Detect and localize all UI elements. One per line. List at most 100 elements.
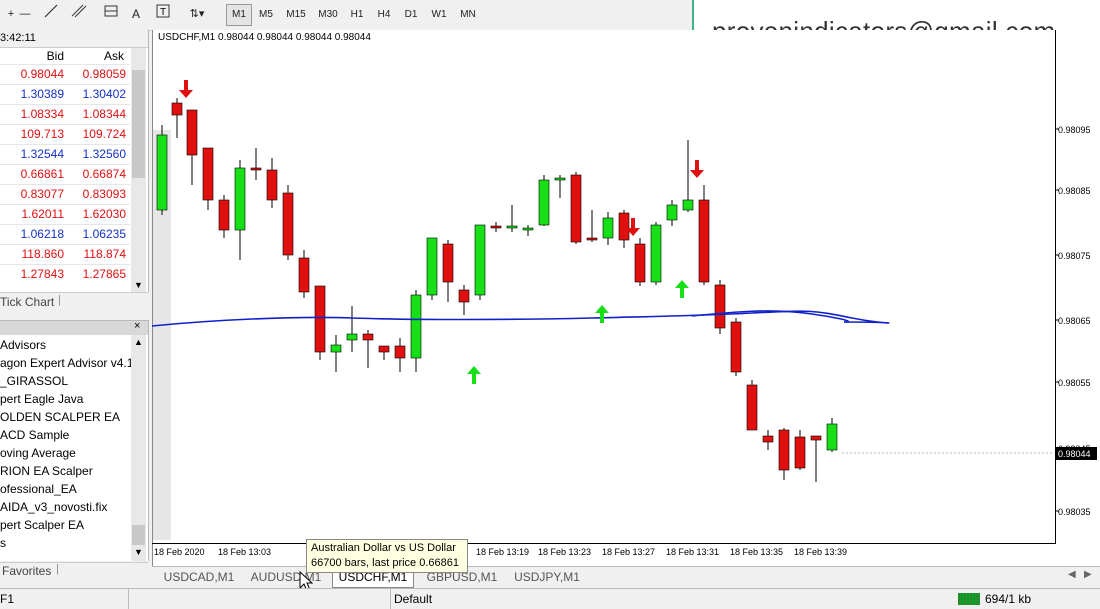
crosshair-icon[interactable]: + <box>7 8 15 20</box>
status-help: F1 <box>0 592 15 606</box>
navigator-item[interactable]: pert Eagle Java <box>0 392 84 406</box>
svg-text:T: T <box>160 7 166 18</box>
channel-icon[interactable] <box>70 4 88 24</box>
table-row[interactable]: 1.32544 1.32560 <box>0 144 130 163</box>
buy-arrow-icon <box>595 305 609 323</box>
scroll-up-icon[interactable]: ▲ <box>134 337 143 347</box>
navigator-item[interactable]: oving Average <box>0 446 76 460</box>
table-row[interactable]: 0.66861 0.66874 <box>0 164 130 183</box>
candle-body <box>634 243 646 283</box>
arrows-menu-icon[interactable]: ⇅▾ <box>189 8 205 20</box>
tab-divider: | <box>56 563 59 575</box>
time-label: 18 Feb 13:27 <box>602 547 655 557</box>
candle-body <box>186 109 198 156</box>
timeframe-d1[interactable]: D1 <box>404 9 418 20</box>
scrollbar-thumb[interactable] <box>132 525 145 545</box>
candle-body <box>826 423 838 451</box>
bid-value: 1.32544 <box>20 147 64 161</box>
table-row[interactable]: 1.06218 1.06235 <box>0 224 130 243</box>
timeframe-m30[interactable]: M30 <box>318 9 338 20</box>
text-label-icon[interactable]: T <box>156 4 170 24</box>
market-watch-panel: 3:42:11 Bid Ask 0.98044 0.98059 1.30389 1.3… <box>0 30 149 292</box>
market-watch-scrollbar[interactable]: ▼ <box>131 48 146 292</box>
history-shade <box>153 130 171 540</box>
profile-name[interactable]: Default <box>394 592 433 606</box>
candle-body <box>234 167 246 231</box>
status-divider <box>390 589 391 609</box>
navigator-item[interactable]: RION EA Scalper <box>0 464 93 478</box>
navigator-panel: × Advisors agon Expert Advisor v4.1 _GIRAS… <box>0 320 149 561</box>
navigator-scrollbar[interactable]: ▲ ▼ <box>131 335 146 561</box>
traffic-value: 694/1 kb <box>985 592 1032 606</box>
ask-value: 1.27865 <box>82 267 126 281</box>
moving-average-line <box>691 310 849 323</box>
fibonacci-icon[interactable] <box>102 4 120 24</box>
time-label: 18 Feb 13:23 <box>538 547 591 557</box>
candle-body <box>730 321 742 373</box>
candle-body <box>666 204 678 221</box>
table-row[interactable]: 0.83077 0.83093 <box>0 184 130 203</box>
chart-canvas[interactable]: 0.98095 0.98085 0.98075 0.98065 0.98055 0.980… <box>152 30 1100 566</box>
tab-tooltip: Australian Dollar vs US Dollar 66700 bar… <box>306 539 468 573</box>
table-row[interactable]: 118.860 118.874 <box>0 244 130 263</box>
timeframe-h1[interactable]: H1 <box>350 9 364 20</box>
ask-header[interactable]: Ask <box>103 49 124 63</box>
ask-value: 118.874 <box>83 247 127 261</box>
navigator-item[interactable]: AIDA_v3_novosti.fix <box>0 500 108 514</box>
timeframe-w1[interactable]: W1 <box>431 9 447 20</box>
timeframe-m15[interactable]: M15 <box>286 9 306 20</box>
candle-body <box>362 333 374 341</box>
scroll-down-icon[interactable]: ▼ <box>134 547 143 557</box>
timeframe-m5[interactable]: M5 <box>259 9 273 20</box>
table-row[interactable]: 1.27843 1.27865 <box>0 264 130 283</box>
candle-body <box>298 257 310 293</box>
close-icon[interactable]: × <box>134 320 141 332</box>
chart-tab[interactable]: USDCAD,M1 <box>163 570 235 584</box>
candle-body <box>330 344 342 353</box>
candle-body <box>426 237 438 296</box>
tab-favorites[interactable]: Favorites <box>2 564 52 578</box>
time-label: 18 Feb 13:03 <box>218 547 271 557</box>
candle-body <box>554 177 566 181</box>
table-row[interactable]: 1.30389 1.30402 <box>0 84 130 103</box>
table-row[interactable]: 1.62011 1.62030 <box>0 204 130 223</box>
navigator-item[interactable]: ofessional_EA <box>0 482 77 496</box>
navigator-item[interactable]: Advisors <box>0 338 47 352</box>
navigator-item[interactable]: agon Expert Advisor v4.1 <box>0 356 134 370</box>
candle-body <box>156 134 168 211</box>
navigator-item[interactable]: ACD Sample <box>0 428 70 442</box>
price-label: 0.98055 <box>1058 378 1091 388</box>
bid-value: 0.83077 <box>20 187 64 201</box>
horizontal-line-icon[interactable]: — <box>19 8 31 20</box>
traffic-icon <box>958 593 980 605</box>
navigator-item[interactable]: pert Scalper EA <box>0 518 85 532</box>
bid-value: 109.713 <box>20 127 64 141</box>
chart-tab[interactable]: USDJPY,M1 <box>514 570 580 584</box>
timeframe-h4[interactable]: H4 <box>377 9 391 20</box>
ask-value: 0.66874 <box>82 167 126 181</box>
scrollbar-thumb[interactable] <box>132 70 145 178</box>
navigator-item[interactable]: _GIRASSOL <box>0 374 69 388</box>
text-tool-icon[interactable]: A <box>131 7 140 21</box>
timeframe-m1[interactable]: M1 <box>226 4 252 26</box>
moving-average-line <box>152 310 890 327</box>
chart-tab[interactable]: GBPUSD,M1 <box>426 570 498 584</box>
chart-window[interactable] <box>152 30 1100 566</box>
price-label: 0.98085 <box>1058 186 1091 196</box>
table-row[interactable]: 1.08334 1.08344 <box>0 104 130 123</box>
trendline-icon[interactable] <box>44 4 58 24</box>
timeframe-mn[interactable]: MN <box>460 9 476 20</box>
bid-header[interactable]: Bid <box>46 49 64 63</box>
navigator-item[interactable]: s <box>0 536 6 550</box>
tab-scroll-right-icon[interactable]: ▶ <box>1084 569 1092 580</box>
scroll-down-icon[interactable]: ▼ <box>134 280 143 290</box>
tab-scroll-left-icon[interactable]: ◀ <box>1068 569 1076 580</box>
navigator-item[interactable]: OLDEN SCALPER EA <box>0 410 121 424</box>
market-watch-header: 3:42:11 <box>0 30 148 48</box>
table-row[interactable]: 0.98044 0.98059 <box>0 64 130 83</box>
market-watch-time: 3:42:11 <box>0 32 36 44</box>
ask-value: 1.06235 <box>82 227 126 241</box>
table-row[interactable]: 109.713 109.724 <box>0 124 130 143</box>
tab-tick-chart[interactable]: Tick Chart <box>0 295 55 309</box>
candle-body <box>474 224 486 296</box>
